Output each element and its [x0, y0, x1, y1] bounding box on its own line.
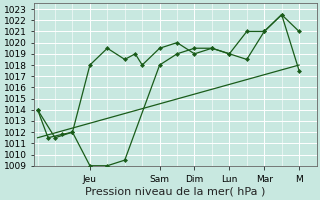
X-axis label: Pression niveau de la mer( hPa ): Pression niveau de la mer( hPa ) [85, 187, 266, 197]
